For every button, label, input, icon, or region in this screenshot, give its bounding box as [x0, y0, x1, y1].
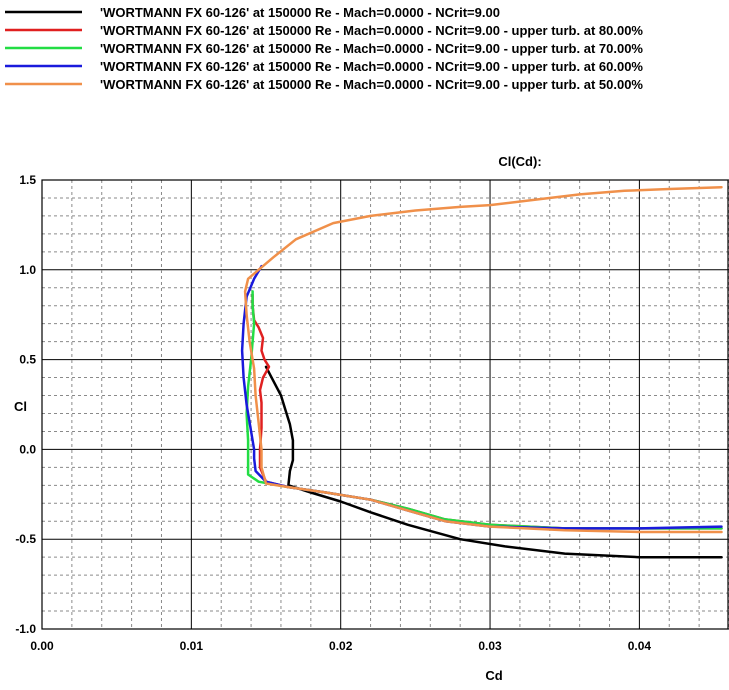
tick-labels: 0.00 0.01 0.02 0.03 0.04 -1.0 -0.5 0.0 0.5 1.0 1.5	[15, 173, 651, 653]
x-tick-label: 0.04	[628, 639, 652, 653]
x-axis-label: Cd	[485, 668, 502, 683]
x-tick-label: 0.03	[478, 639, 502, 653]
legend: 'WORTMANN FX 60-126' at 150000 Re - Mach…	[5, 5, 643, 92]
legend-label: 'WORTMANN FX 60-126' at 150000 Re - Mach…	[100, 41, 643, 56]
y-tick-label: 1.0	[19, 263, 36, 277]
grid	[41, 179, 729, 630]
y-tick-label: -0.5	[15, 532, 36, 546]
legend-label: 'WORTMANN FX 60-126' at 150000 Re - Mach…	[100, 77, 643, 92]
legend-label: 'WORTMANN FX 60-126' at 150000 Re - Mach…	[100, 23, 643, 38]
series-line	[245, 290, 723, 530]
y-tick-label: 1.5	[19, 173, 36, 187]
y-tick-label: -1.0	[15, 622, 36, 636]
legend-label: 'WORTMANN FX 60-126' at 150000 Re - Mach…	[100, 59, 643, 74]
series-line	[251, 293, 723, 530]
y-tick-label: 0.0	[19, 442, 36, 456]
chart-title: Cl(Cd):	[498, 154, 541, 169]
plot-frame	[41, 179, 729, 630]
legend-label: 'WORTMANN FX 60-126' at 150000 Re - Mach…	[100, 5, 500, 20]
x-tick-label: 0.00	[30, 639, 54, 653]
y-tick-label: 0.5	[19, 353, 36, 367]
y-axis-label: Cl	[14, 399, 27, 414]
x-tick-label: 0.02	[329, 639, 353, 653]
series-lines	[240, 185, 723, 559]
series-line	[243, 185, 723, 534]
x-tick-label: 0.01	[180, 639, 204, 653]
